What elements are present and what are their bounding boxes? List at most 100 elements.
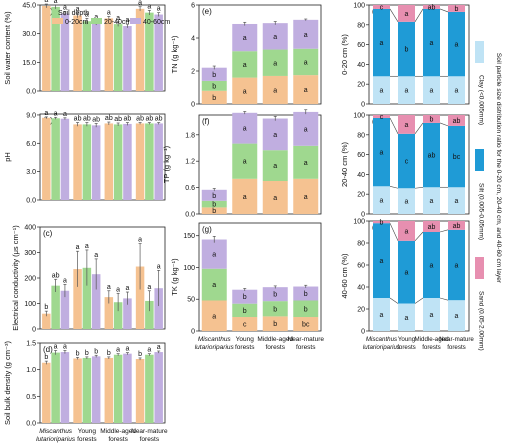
stacked-bar-segment [373, 221, 390, 224]
significance-letter: a [243, 88, 247, 95]
legend-entry: 0-20cm [65, 19, 89, 26]
x-category-label: Near-mature [439, 336, 474, 343]
connector-line [414, 231, 424, 242]
significance-letter: a [380, 312, 384, 319]
y-axis-label: Soil bulk density (g cm⁻³) [3, 341, 12, 425]
stacked-bar-segment [398, 221, 415, 241]
x-category-label: forests [140, 436, 160, 443]
stacked-bar-segment [201, 189, 227, 201]
significance-letter: ab [428, 4, 436, 11]
significance-letter: a [273, 163, 277, 170]
legend-swatch [91, 18, 102, 24]
y-tick-label: 150 [183, 233, 195, 240]
y-tick-label: 50 [187, 297, 195, 304]
connector-line [389, 223, 399, 241]
bar [154, 123, 163, 200]
x-category-label: Near-mature [288, 336, 325, 343]
stacked-bar-segment [398, 133, 415, 189]
stacked-bar-segment [262, 150, 288, 181]
significance-letter: a [107, 284, 111, 291]
connector-line [414, 297, 424, 304]
stacked-bar-segment [398, 188, 415, 214]
significance-letter: bc [302, 322, 310, 329]
significance-letter: c [380, 4, 384, 11]
y-tick-label: 0.0 [26, 89, 36, 96]
stacked-bar-segment [373, 76, 390, 104]
significance-letter: b [76, 350, 80, 357]
connector-line [414, 186, 424, 189]
y-tick-label: 80 [357, 22, 365, 29]
stacked-bar-segment [232, 77, 258, 104]
significance-letter: ab [83, 116, 91, 123]
significance-letter: ab [428, 224, 436, 231]
significance-letter: b [243, 308, 247, 315]
y-axis-label: TP (g kg⁻¹) [162, 145, 171, 183]
bar [91, 274, 101, 329]
x-category-label: Young [398, 336, 416, 343]
y-tick-label: 4 [191, 36, 195, 43]
significance-letter: a [243, 62, 247, 69]
stacked-bar-segment [293, 111, 319, 146]
bar [145, 123, 154, 200]
x-category-label: forests [397, 344, 416, 351]
bar [73, 269, 82, 329]
significance-letter: a [304, 194, 308, 201]
significance-letter: ab [114, 116, 122, 123]
y-tick-label: 1.2 [185, 159, 195, 166]
bar [123, 298, 132, 329]
significance-letter: b [380, 220, 384, 227]
bar [154, 352, 163, 423]
y-tick-label: 1.0 [26, 367, 36, 374]
significance-letter: b [212, 83, 216, 90]
bar [82, 21, 92, 91]
significance-letter: a [273, 195, 277, 202]
stacked-bar-segment [232, 178, 258, 214]
stacked-bar-segment [448, 221, 465, 230]
significance-letter: a [44, 0, 48, 4]
significance-letter: a [430, 88, 434, 95]
bar [60, 290, 70, 329]
stacked-bar-segment [448, 229, 465, 301]
significance-letter: ab [74, 116, 82, 123]
panel-label: (d) [43, 345, 53, 354]
y-tick-label: 200 [24, 276, 36, 283]
significance-letter: a [430, 198, 434, 205]
x-category-label: forests [447, 344, 466, 351]
connector-line [414, 122, 424, 134]
significance-letter: a [273, 34, 277, 41]
y-axis-label: 20-40 cm (%) [340, 141, 349, 187]
bar [104, 123, 114, 200]
significance-letter: a [380, 40, 384, 47]
stacked-bar-segment [293, 48, 319, 76]
significance-letter: a [212, 252, 216, 259]
stacked-bar-segment [232, 112, 258, 144]
stacked-bar-segment [398, 115, 415, 134]
x-category-label: forests [108, 436, 128, 443]
y-tick-label: 20 [357, 307, 365, 314]
legend-entry: Clay (<0.005mm) [478, 75, 485, 125]
bar [113, 302, 123, 329]
stacked-bar-segment [262, 181, 288, 214]
stacked-bar-segment [448, 300, 465, 331]
bar [113, 124, 123, 200]
stacked-bar-segment [423, 232, 440, 298]
stacked-bar-segment [448, 187, 465, 214]
significance-letter: b [243, 294, 247, 301]
bar [42, 362, 51, 423]
significance-letter: ab [145, 116, 153, 123]
significance-letter: a [455, 42, 459, 49]
y-tick-label: 40 [357, 285, 365, 292]
stacked-bar-segment [398, 303, 415, 331]
significance-letter: a [85, 243, 89, 250]
y-tick-label: 3.0 [26, 169, 36, 176]
x-category-label: Middle-aged [414, 336, 449, 343]
bar [91, 125, 101, 200]
y-tick-label: 0 [361, 212, 365, 219]
right-axis-title: Soil particle size distribution ratio fo… [495, 53, 502, 284]
significance-letter: b [212, 208, 216, 215]
significance-letter: a [116, 347, 120, 354]
legend-swatch [52, 18, 63, 24]
stacked-bar-segment [423, 115, 440, 123]
significance-letter: a [405, 122, 409, 129]
